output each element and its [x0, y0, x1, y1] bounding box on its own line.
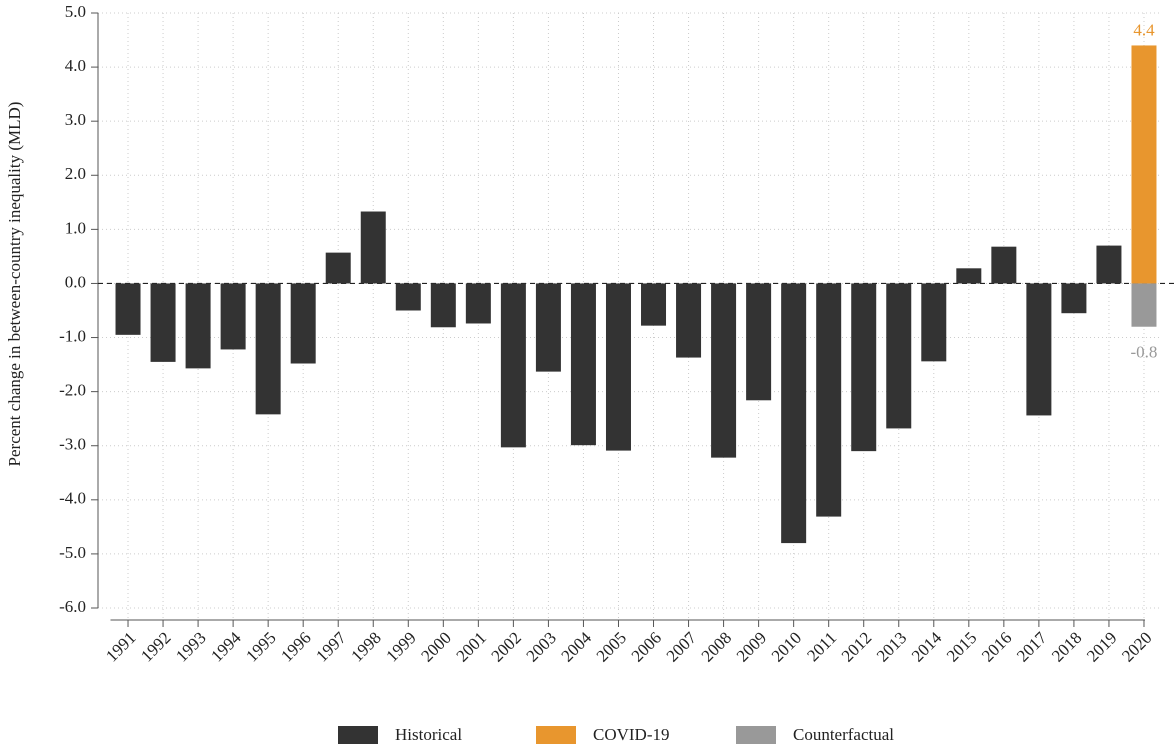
x-tick-label: 2010 [768, 628, 805, 665]
x-tick-label: 2020 [1118, 628, 1155, 665]
bar [535, 283, 561, 372]
y-tick-label: 0.0 [65, 272, 86, 291]
bar [570, 283, 596, 446]
bar [220, 283, 246, 350]
data-label: 4.4 [1133, 20, 1155, 39]
legend-swatch [736, 726, 776, 744]
legend-label: COVID-19 [593, 725, 670, 744]
bar [255, 283, 281, 415]
bar [1026, 283, 1052, 416]
data-label: -0.8 [1131, 343, 1158, 362]
x-tick-label: 2018 [1048, 628, 1085, 665]
x-tick-label: 2008 [698, 628, 735, 665]
bar [1131, 283, 1157, 327]
x-tick-label: 2012 [838, 628, 875, 665]
bar [185, 283, 211, 369]
x-tick-label: 1997 [312, 628, 350, 666]
x-tick-label: 2002 [487, 628, 524, 665]
x-tick-label: 2016 [978, 628, 1015, 665]
bar [360, 211, 386, 284]
y-tick-label: -5.0 [59, 543, 86, 562]
bar [1096, 245, 1122, 284]
x-tick-label: 2015 [943, 628, 980, 665]
y-tick-label: -2.0 [59, 381, 86, 400]
bar [991, 246, 1017, 284]
x-tick-label: 2013 [873, 628, 910, 665]
bar [1061, 283, 1087, 314]
legend-swatch [536, 726, 576, 744]
x-tick-label: 1995 [242, 628, 279, 665]
x-tick-label: 1991 [102, 628, 139, 665]
x-tick-label: 1999 [382, 628, 419, 665]
x-tick-label: 2007 [663, 628, 701, 666]
x-tick-label: 2014 [908, 628, 946, 666]
legend-label: Historical [395, 725, 462, 744]
y-tick-label: -4.0 [59, 489, 86, 508]
y-tick-label: 5.0 [65, 2, 86, 21]
x-tick-label: 2006 [628, 628, 665, 665]
y-tick-label: -6.0 [59, 597, 86, 616]
bar [641, 283, 667, 326]
bar [395, 283, 421, 311]
bar [290, 283, 316, 364]
x-tick-label: 1994 [207, 628, 245, 666]
bar [115, 283, 141, 335]
x-tick-label: 2004 [558, 628, 596, 666]
x-tick-label: 2011 [803, 628, 840, 665]
bar [711, 283, 737, 458]
bar [430, 283, 456, 328]
bar [781, 283, 807, 544]
y-tick-label: 3.0 [65, 110, 86, 129]
bar [886, 283, 912, 429]
bar [746, 283, 772, 401]
bar [465, 283, 491, 324]
x-tick-label: 2017 [1013, 628, 1051, 666]
y-tick-label: 4.0 [65, 56, 86, 75]
x-tick-label: 2003 [523, 628, 560, 665]
bar [921, 283, 947, 362]
legend-swatch [338, 726, 378, 744]
bar [605, 283, 631, 451]
y-tick-label: -3.0 [59, 435, 86, 454]
x-tick-label: 2009 [733, 628, 770, 665]
bar [325, 252, 351, 284]
x-tick-label: 1998 [347, 628, 384, 665]
bar [956, 268, 982, 284]
x-tick-label: 2019 [1083, 628, 1120, 665]
y-tick-label: 2.0 [65, 164, 86, 183]
x-tick-label: 2005 [593, 628, 630, 665]
x-tick-label: 1992 [137, 628, 174, 665]
x-tick-label: 1996 [277, 628, 314, 665]
y-axis-label: Percent change in between-country inequa… [5, 102, 24, 467]
bar [676, 283, 702, 358]
bar [500, 283, 526, 448]
y-tick-label: 1.0 [65, 218, 86, 237]
legend-label: Counterfactual [793, 725, 894, 744]
bar [816, 283, 842, 517]
y-tick-label: -1.0 [59, 326, 86, 345]
bar [150, 283, 176, 362]
x-tick-label: 2001 [452, 628, 489, 665]
bar [1131, 45, 1157, 284]
bar [851, 283, 877, 452]
x-tick-label: 1993 [172, 628, 209, 665]
x-tick-label: 2000 [417, 628, 454, 665]
